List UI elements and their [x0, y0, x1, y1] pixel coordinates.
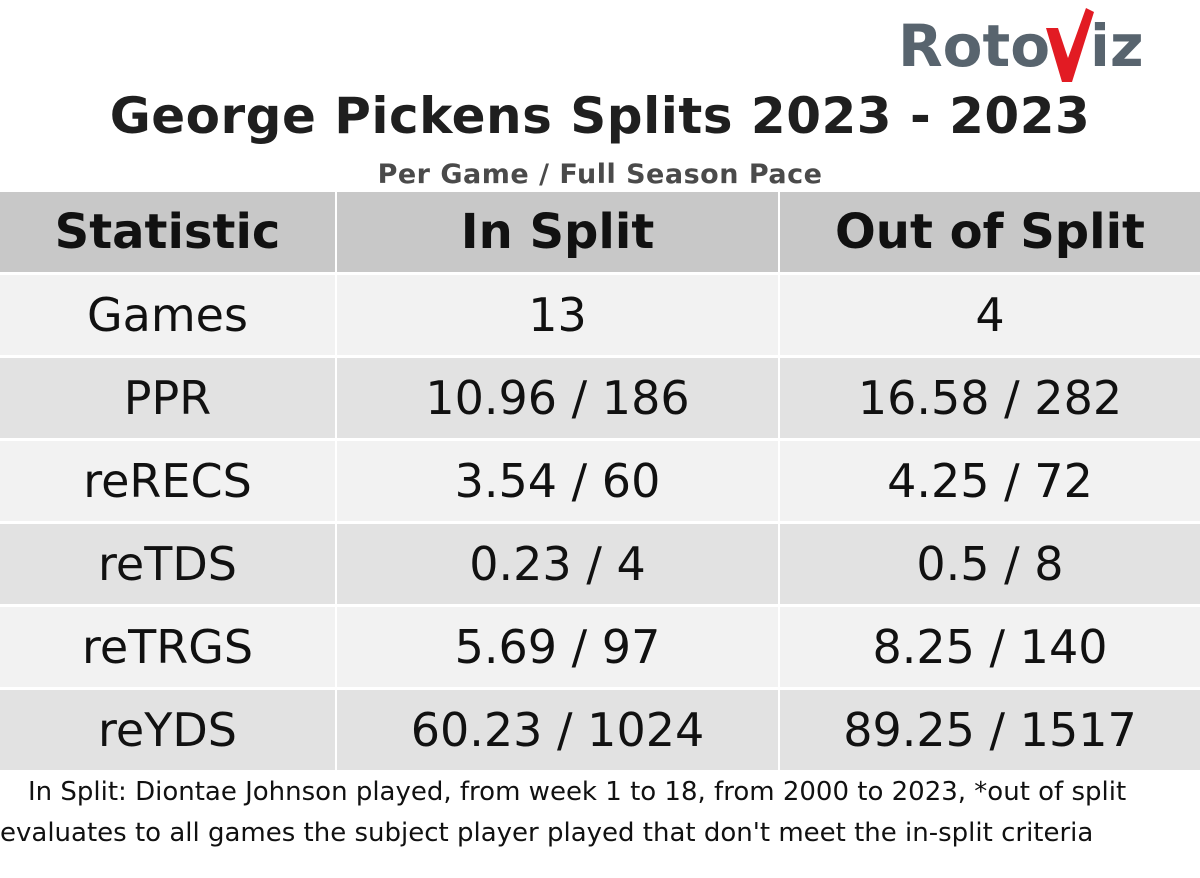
in-split-value: 3.54 / 60	[336, 439, 780, 524]
out-of-split-value: 8.25 / 140	[779, 605, 1200, 690]
in-split-value: 60.23 / 1024	[336, 688, 780, 773]
table-row: reTDS 0.23 / 4 0.5 / 8	[0, 522, 1200, 607]
header-statistic: Statistic	[0, 192, 337, 275]
stat-name: reYDS	[0, 688, 337, 773]
table-row: reTRGS 5.69 / 97 8.25 / 140	[0, 605, 1200, 690]
table-row: reRECS 3.54 / 60 4.25 / 72	[0, 439, 1200, 524]
split-footnote: In Split: Diontae Johnson played, from w…	[0, 777, 1127, 848]
stat-name: reTDS	[0, 522, 337, 607]
table-row: reYDS 60.23 / 1024 89.25 / 1517	[0, 688, 1200, 773]
out-of-split-value: 0.5 / 8	[779, 522, 1200, 607]
header-in-split: In Split	[336, 192, 780, 275]
logo-text-left: Roto	[898, 12, 1050, 80]
out-of-split-value: 4.25 / 72	[779, 439, 1200, 524]
out-of-split-value: 16.58 / 282	[779, 356, 1200, 441]
table-row: Games 13 4	[0, 273, 1200, 358]
stat-name: reRECS	[0, 439, 337, 524]
out-of-split-value: 4	[779, 273, 1200, 358]
stat-name: PPR	[0, 356, 337, 441]
in-split-value: 13	[336, 273, 780, 358]
page-title: George Pickens Splits 2023 - 2023	[109, 87, 1091, 145]
out-of-split-value: 89.25 / 1517	[779, 688, 1200, 773]
logo-text-right: iz	[1090, 12, 1144, 80]
in-split-value: 0.23 / 4	[336, 522, 780, 607]
table-header-row: Statistic In Split Out of Split	[0, 192, 1200, 275]
stat-name: Games	[0, 273, 337, 358]
header-out-of-split: Out of Split	[779, 192, 1200, 275]
page-subtitle: Per Game / Full Season Pace	[377, 159, 823, 190]
splits-table: Statistic In Split Out of Split Games 13…	[0, 192, 1200, 773]
logo-v-mark	[1046, 8, 1094, 82]
in-split-value: 10.96 / 186	[336, 356, 780, 441]
stat-name: reTRGS	[0, 605, 337, 690]
in-split-value: 5.69 / 97	[336, 605, 780, 690]
table-row: PPR 10.96 / 186 16.58 / 282	[0, 356, 1200, 441]
rotoviz-logo: Roto iz	[896, 6, 1146, 84]
